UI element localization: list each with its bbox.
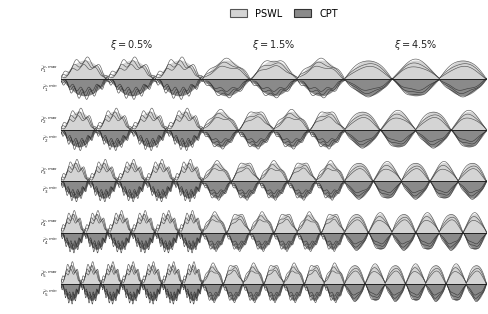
Text: $\tilde{r}_4^{c,min}$: $\tilde{r}_4^{c,min}$ <box>42 236 59 247</box>
Text: $\xi = 0.5\%$: $\xi = 0.5\%$ <box>110 38 154 52</box>
Text: $\tilde{r}_2^{p,max}$: $\tilde{r}_2^{p,max}$ <box>41 116 59 126</box>
Text: $\xi = 4.5\%$: $\xi = 4.5\%$ <box>393 38 437 52</box>
Text: $\tilde{r}_3^{p,max}$: $\tilde{r}_3^{p,max}$ <box>41 167 59 177</box>
Text: $\tilde{r}_1^{p,max}$: $\tilde{r}_1^{p,max}$ <box>41 64 59 75</box>
Text: $\tilde{r}_2^{c,min}$: $\tilde{r}_2^{c,min}$ <box>42 134 59 145</box>
Text: $\tilde{r}_4^{p,max}$: $\tilde{r}_4^{p,max}$ <box>41 218 59 229</box>
Legend: PSWL, CPT: PSWL, CPT <box>225 5 341 23</box>
Text: $\tilde{r}_3^{c,min}$: $\tilde{r}_3^{c,min}$ <box>42 185 59 196</box>
Text: $\tilde{r}_5^{p,max}$: $\tilde{r}_5^{p,max}$ <box>41 269 59 280</box>
Text: $\xi = 1.5\%$: $\xi = 1.5\%$ <box>251 38 295 52</box>
Text: $\tilde{r}_1^{c,min}$: $\tilde{r}_1^{c,min}$ <box>42 83 59 94</box>
Text: $\tilde{r}_5^{c,min}$: $\tilde{r}_5^{c,min}$ <box>42 287 59 299</box>
